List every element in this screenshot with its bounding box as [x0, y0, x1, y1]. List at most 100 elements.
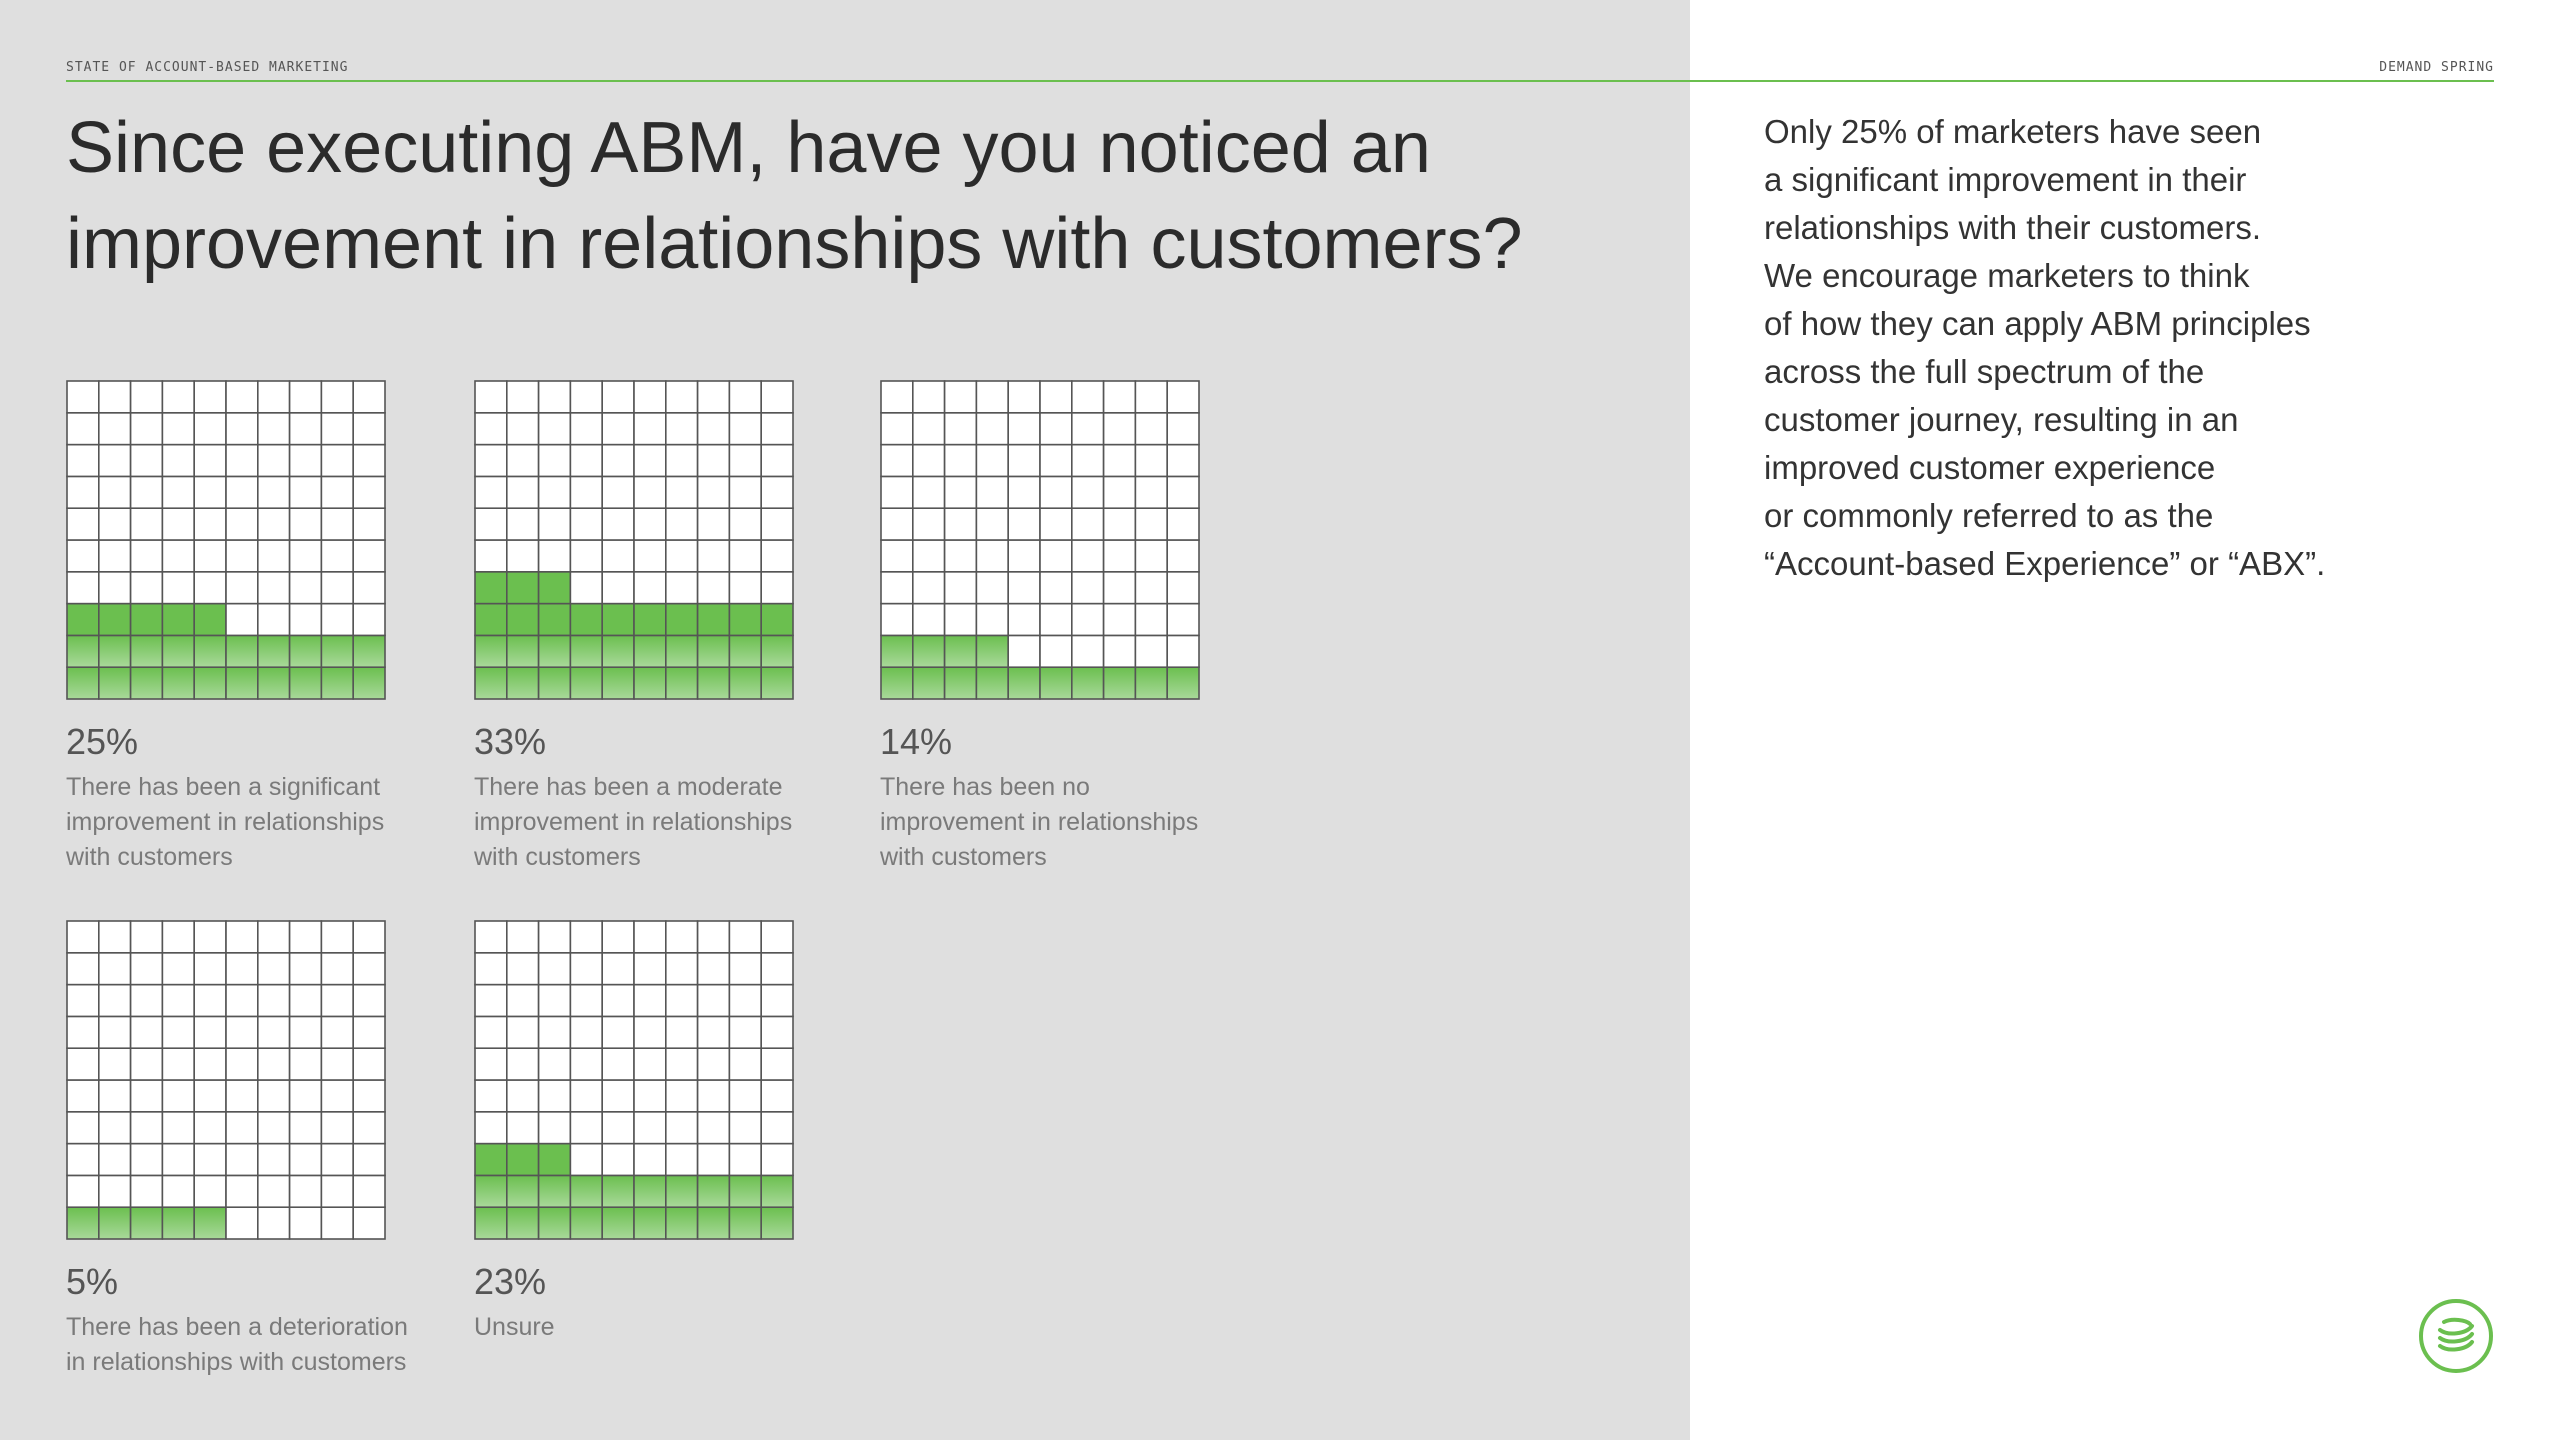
- waffle-cell-empty: [760, 951, 794, 986]
- waffle-chart-unsure: 23% Unsure: [474, 920, 854, 1345]
- waffle-cell-empty: [569, 1015, 604, 1050]
- waffle-cell-empty: [288, 411, 323, 446]
- waffle-cell-filled: [975, 666, 1010, 700]
- waffle-cell-empty: [129, 380, 164, 414]
- waffle-cell-empty: [474, 983, 508, 1018]
- waffle-cell-empty: [537, 1047, 572, 1081]
- waffle-cell-empty: [97, 1111, 132, 1145]
- waffle-cell-empty: [505, 920, 540, 954]
- waffle-cell-empty: [66, 1142, 100, 1177]
- waffle-cell-empty: [1134, 571, 1168, 605]
- waffle-cell-empty: [633, 951, 667, 986]
- waffle-cell-empty: [193, 475, 227, 510]
- waffle-cell-empty: [975, 443, 1010, 478]
- waffle-cell-empty: [352, 507, 386, 541]
- waffle-cell-empty: [1039, 571, 1073, 605]
- waffle-cell-empty: [537, 475, 572, 510]
- waffle-cell-empty: [474, 951, 508, 986]
- waffle-cell-empty: [1102, 634, 1137, 668]
- waffle-cell-empty: [1134, 507, 1168, 541]
- waffle-cell-empty: [728, 951, 762, 986]
- waffle-cell-empty: [537, 380, 572, 414]
- waffle-cell-empty: [665, 539, 699, 573]
- waffle-cell-empty: [696, 411, 731, 446]
- waffle-cell-empty: [505, 983, 540, 1018]
- waffle-cell-empty: [665, 475, 699, 510]
- waffle-cell-empty: [1007, 539, 1041, 573]
- waffle-cell-empty: [943, 411, 978, 446]
- waffle-cell-empty: [1071, 539, 1105, 573]
- waffle-cell-empty: [1102, 411, 1137, 446]
- waffle-cell-filled: [569, 1206, 604, 1240]
- waffle-cell-empty: [97, 1079, 132, 1113]
- waffle-cell-empty: [760, 411, 794, 446]
- waffle-cell-empty: [537, 1079, 572, 1113]
- waffle-cell-empty: [225, 983, 259, 1018]
- waffle-cell-empty: [352, 983, 386, 1018]
- waffle-cell-empty: [225, 475, 259, 510]
- waffle-chart-no-improvement: 14% There has been no improvement in rel…: [880, 380, 1260, 875]
- waffle-cell-empty: [665, 507, 699, 541]
- waffle-cell-empty: [601, 1142, 635, 1177]
- waffle-cell-empty: [288, 539, 323, 573]
- waffle-cell-empty: [193, 411, 227, 446]
- waffle-cell-empty: [943, 380, 978, 414]
- waffle-cell-empty: [193, 443, 227, 478]
- waffle-cell-empty: [696, 475, 731, 510]
- waffle-cell-filled: [1007, 666, 1041, 700]
- waffle-cell-empty: [66, 1047, 100, 1081]
- waffle-cell-empty: [760, 1111, 794, 1145]
- waffle-cell-empty: [633, 1015, 667, 1050]
- waffle-cell-empty: [320, 1174, 354, 1208]
- waffle-cell-filled: [665, 666, 699, 700]
- waffle-cell-empty: [1071, 602, 1105, 637]
- waffle-cell-empty: [728, 507, 762, 541]
- waffle-grid: [880, 380, 1200, 700]
- waffle-cell-empty: [225, 1142, 259, 1177]
- waffle-cell-filled: [474, 1206, 508, 1240]
- waffle-cell-empty: [97, 951, 132, 986]
- waffle-cell-empty: [505, 951, 540, 986]
- waffle-cell-empty: [193, 1111, 227, 1145]
- waffle-cell-empty: [633, 571, 667, 605]
- waffle-cell-empty: [320, 475, 354, 510]
- waffle-cell-empty: [1007, 602, 1041, 637]
- waffle-cell-empty: [633, 539, 667, 573]
- waffle-cell-empty: [129, 1111, 164, 1145]
- waffle-cell-filled: [665, 1206, 699, 1240]
- waffle-cell-empty: [225, 1174, 259, 1208]
- waffle-cell-empty: [161, 920, 196, 954]
- waffle-cell-empty: [320, 951, 354, 986]
- waffle-cell-empty: [288, 571, 323, 605]
- waffle-cell-empty: [161, 1047, 196, 1081]
- waffle-cell-empty: [943, 507, 978, 541]
- waffle-cell-filled: [288, 666, 323, 700]
- waffle-cell-empty: [352, 411, 386, 446]
- waffle-cell-filled: [943, 666, 978, 700]
- waffle-cell-empty: [760, 539, 794, 573]
- waffle-cell-filled: [257, 666, 291, 700]
- waffle-cell-filled: [257, 634, 291, 668]
- waffle-cell-empty: [1071, 634, 1105, 668]
- waffle-cell-empty: [257, 1206, 291, 1240]
- waffle-cell-empty: [601, 571, 635, 605]
- waffle-cell-empty: [601, 507, 635, 541]
- waffle-cell-empty: [129, 1079, 164, 1113]
- waffle-cell-empty: [1102, 507, 1137, 541]
- waffle-cell-empty: [97, 443, 132, 478]
- waffle-cell-empty: [1071, 475, 1105, 510]
- waffle-cell-empty: [728, 411, 762, 446]
- waffle-cell-empty: [505, 1079, 540, 1113]
- waffle-cell-empty: [728, 1142, 762, 1177]
- waffle-cell-empty: [696, 920, 731, 954]
- waffle-cell-empty: [665, 1079, 699, 1113]
- waffle-cell-filled: [97, 634, 132, 668]
- waffle-cell-filled: [665, 634, 699, 668]
- waffle-cell-filled: [537, 1174, 572, 1208]
- waffle-cell-filled: [665, 1174, 699, 1208]
- waffle-cell-filled: [288, 634, 323, 668]
- waffle-cell-empty: [320, 443, 354, 478]
- waffle-cell-filled: [1102, 666, 1137, 700]
- waffle-cell-empty: [97, 380, 132, 414]
- waffle-cell-empty: [943, 602, 978, 637]
